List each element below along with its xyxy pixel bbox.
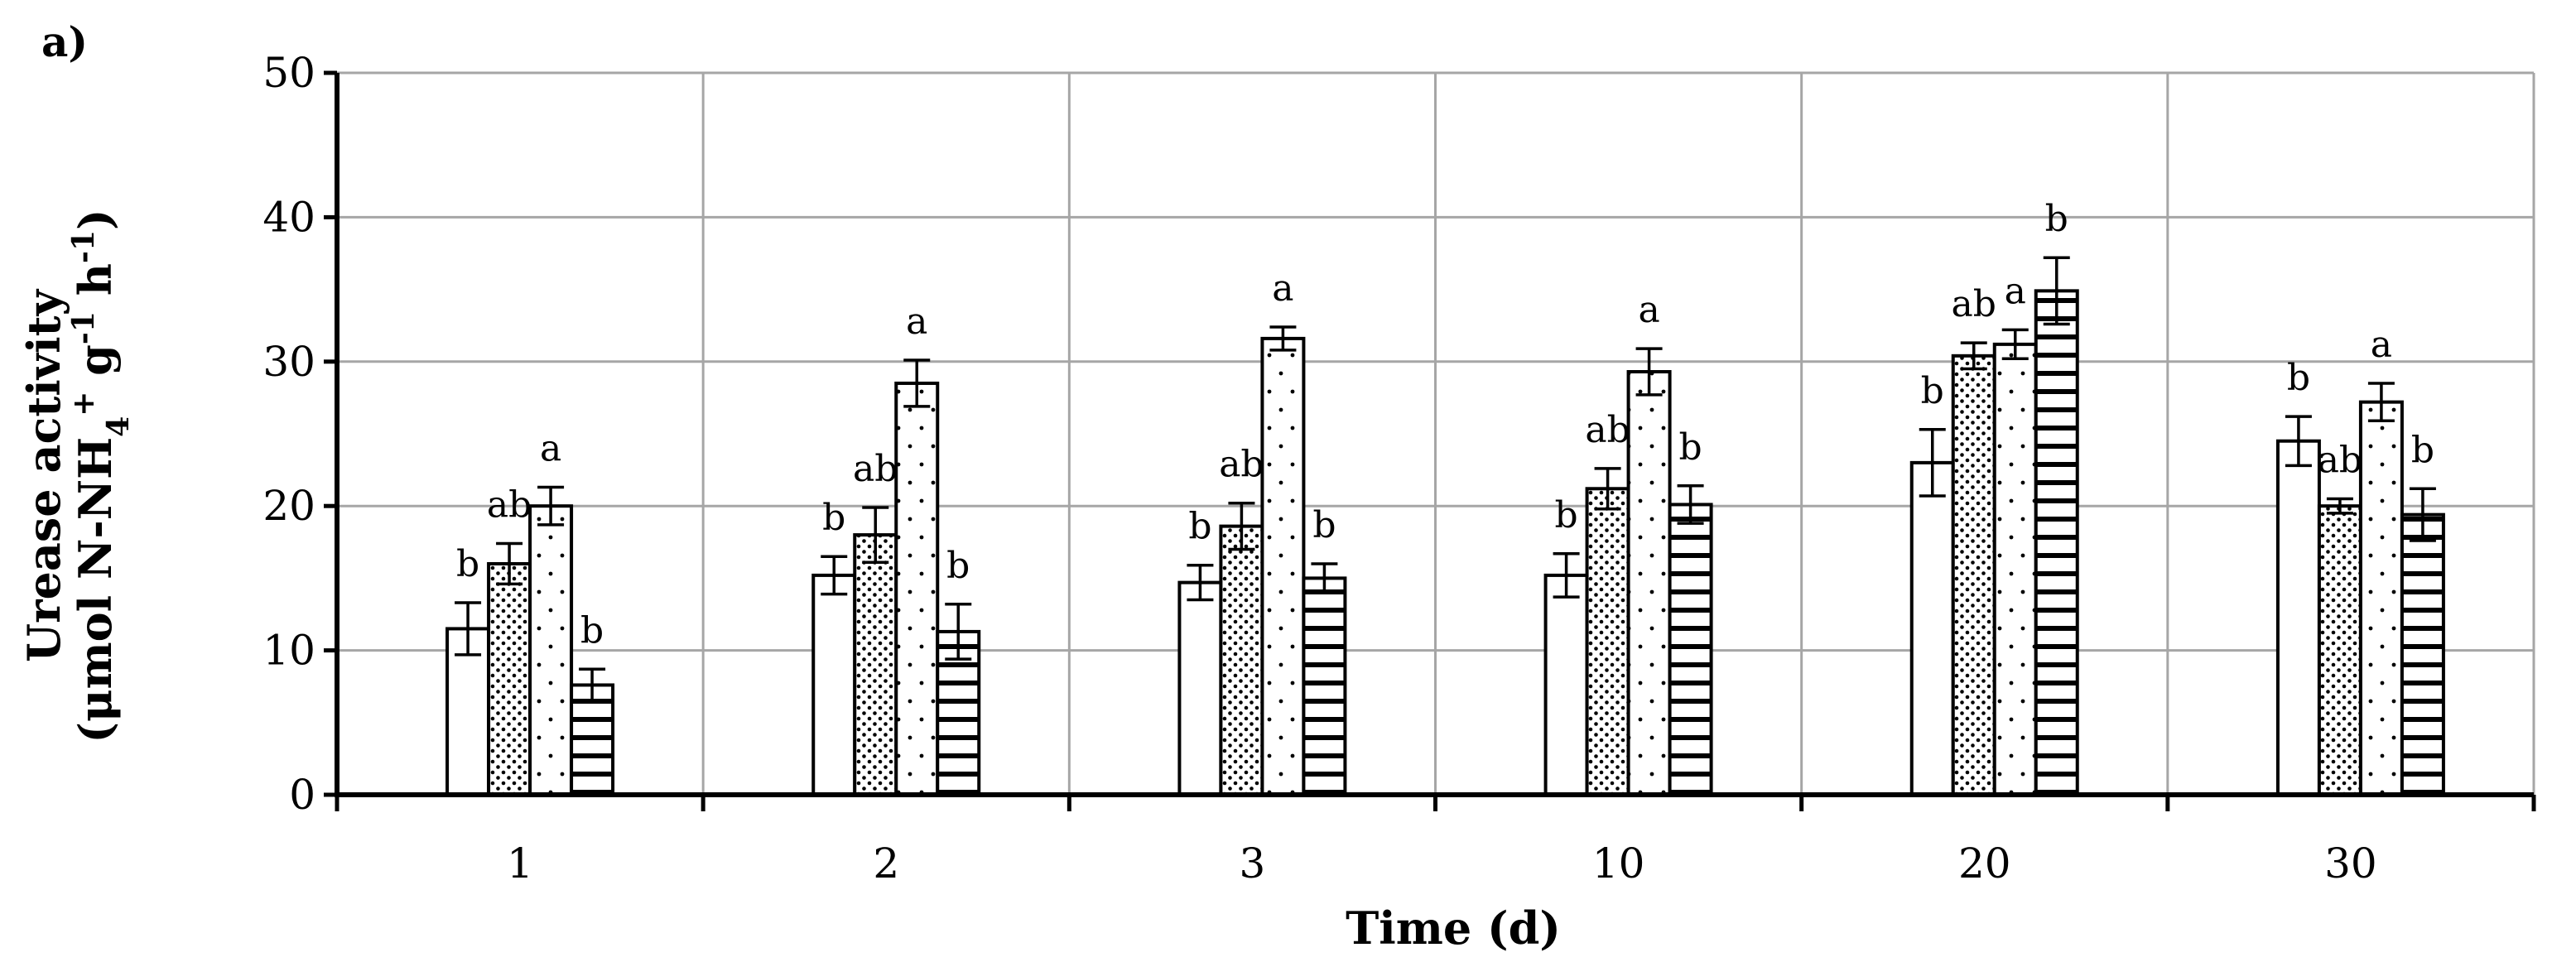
significance-label: b: [2287, 357, 2310, 399]
significance-label: b: [580, 609, 604, 652]
bar: [2358, 400, 2404, 796]
bar: [1992, 342, 2038, 796]
bar: [1543, 573, 1589, 796]
x-tick-label: 1: [507, 839, 533, 887]
bar: [894, 381, 940, 796]
bar: [1177, 580, 1223, 797]
bar: [528, 504, 574, 796]
bar: [570, 683, 615, 796]
bar: [2034, 289, 2079, 796]
significance-label: ab: [1585, 409, 1630, 451]
significance-label: b: [456, 543, 479, 585]
bar: [1668, 503, 1713, 796]
significance-label: a: [1638, 289, 1659, 331]
bar: [1626, 370, 1672, 796]
significance-label: ab: [487, 484, 532, 527]
bars: [445, 256, 2445, 797]
significance-label: b: [2045, 198, 2068, 240]
bar: [2400, 512, 2445, 796]
significance-label: a: [540, 428, 561, 470]
y-tick-label: 20: [262, 482, 315, 530]
y-tick-label: 30: [262, 338, 315, 386]
significance-label: b: [2411, 429, 2434, 471]
significance-label: a: [2005, 270, 2026, 312]
bar: [853, 533, 898, 797]
y-tick-label: 0: [289, 771, 315, 819]
significance-label: b: [1188, 506, 1211, 548]
bar: [2275, 439, 2321, 796]
bar: [2317, 504, 2362, 796]
bar: [445, 627, 491, 796]
significance-label: ab: [2318, 439, 2362, 481]
significance-label: ab: [1219, 444, 1264, 486]
significance-label: a: [1272, 267, 1293, 310]
x-axis-title: Time (d): [1346, 902, 1561, 955]
bar: [1219, 524, 1264, 797]
y-axis-title-line2: (μmol N-NH4+ g-1 h-1): [66, 209, 136, 743]
x-tick-label: 30: [2324, 839, 2377, 887]
y-tick-label: 10: [262, 627, 315, 675]
y-tick-label: 50: [262, 49, 315, 97]
grid: [337, 71, 2535, 795]
significance-label: b: [1678, 426, 1702, 469]
panel-label: a): [41, 17, 88, 66]
significance-label: a: [2371, 324, 2392, 366]
significance-label: b: [946, 545, 970, 587]
y-axis-title: Urease activity (μmol N-NH4+ g-1 h-1): [17, 209, 136, 743]
y-tick-label: 40: [262, 193, 315, 241]
bar: [811, 573, 857, 796]
significance-label: ab: [1952, 283, 1996, 325]
bar: [1585, 487, 1630, 796]
bar: [487, 561, 532, 797]
bar: [1260, 336, 1306, 796]
bar: [1302, 576, 1347, 797]
significance-label: b: [1312, 504, 1336, 546]
significance-label: b: [1921, 370, 1944, 412]
significance-label: ab: [853, 448, 898, 490]
bar: [1951, 354, 1996, 797]
x-tick-label: 10: [1592, 839, 1645, 887]
axes: [324, 70, 2536, 811]
x-tick-label: 20: [1958, 839, 2011, 887]
y-axis-title-line1: Urease activity: [17, 288, 70, 662]
significance-label: a: [906, 301, 927, 343]
x-tick-label: 2: [873, 839, 899, 887]
bar: [1909, 460, 1955, 796]
significance-label: b: [822, 497, 845, 539]
x-tick-label: 3: [1240, 839, 1266, 887]
significance-label: b: [1554, 494, 1577, 536]
